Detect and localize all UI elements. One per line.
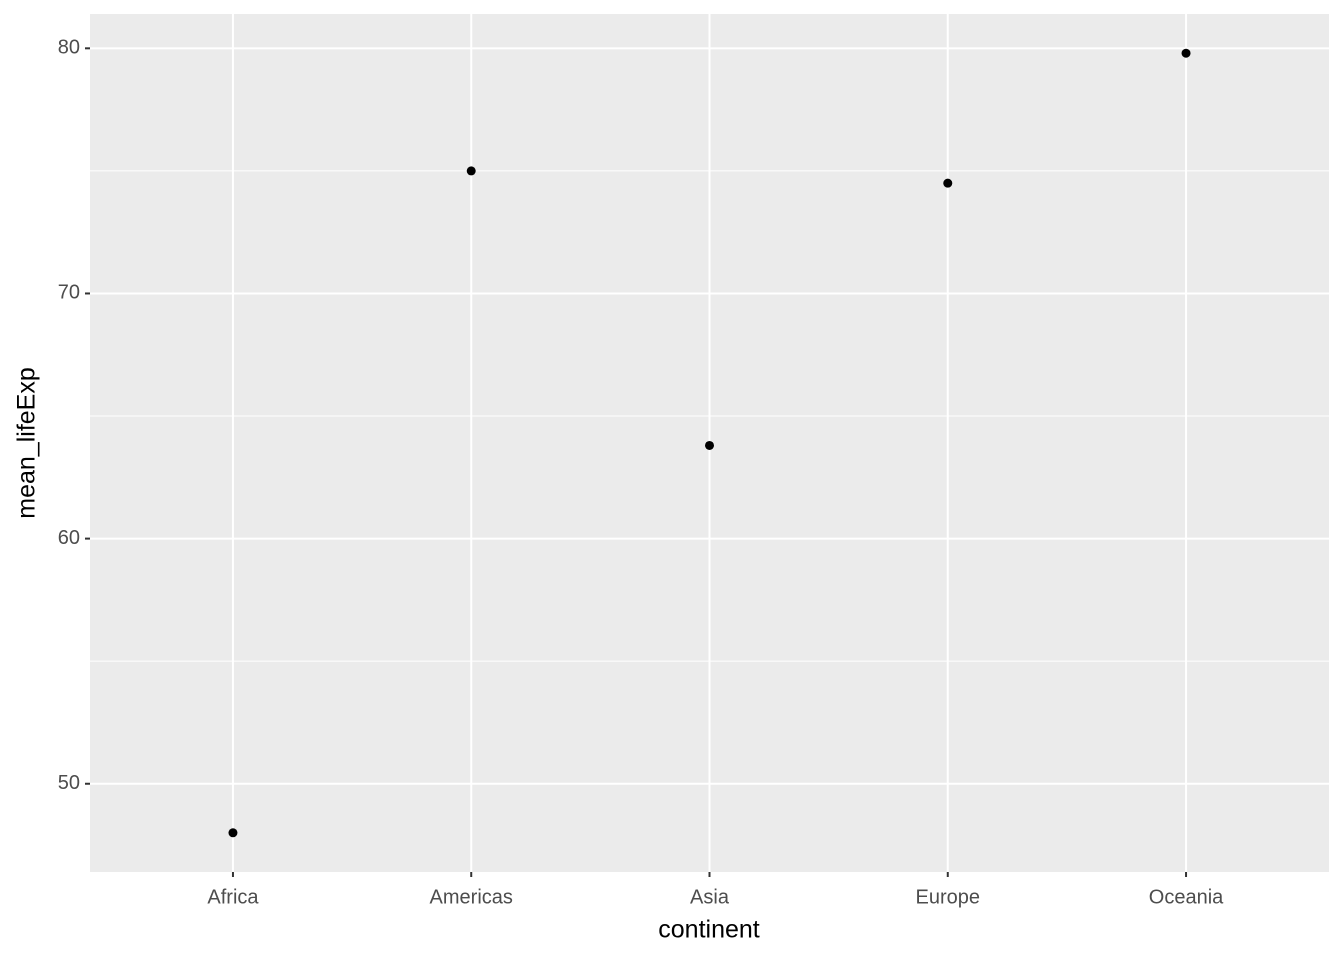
y-axis-title: mean_lifeExp — [13, 367, 41, 518]
x-tick-label: Oceania — [1149, 886, 1224, 908]
point — [943, 178, 953, 188]
y-tick-label: 60 — [58, 527, 80, 549]
y-tick-label: 80 — [58, 37, 80, 59]
x-tick-label: Americas — [430, 886, 513, 908]
x-tick-label: Africa — [207, 886, 259, 908]
y-tick-label: 50 — [58, 772, 80, 794]
point — [228, 828, 238, 838]
x-tick-label: Europe — [916, 886, 981, 908]
point — [1181, 48, 1191, 58]
point — [466, 166, 476, 176]
x-tick-label: Asia — [690, 886, 730, 908]
x-axis-title: continent — [658, 916, 760, 944]
point — [705, 440, 714, 450]
y-tick-label: 70 — [58, 282, 80, 304]
